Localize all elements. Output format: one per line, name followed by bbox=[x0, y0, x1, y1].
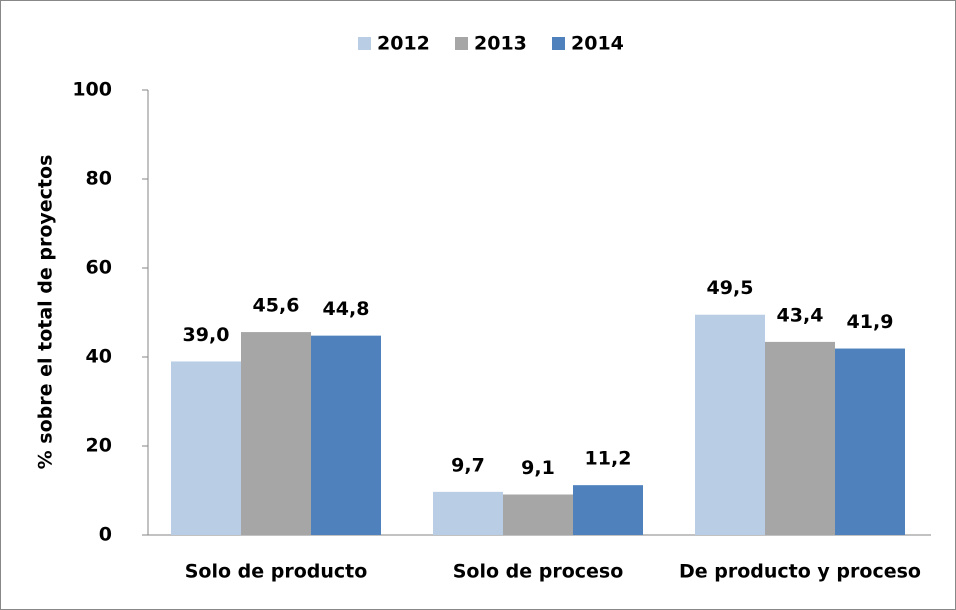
legend-swatch bbox=[552, 37, 565, 50]
x-tick-label: Solo de proceso bbox=[453, 561, 624, 583]
legend-label: 2014 bbox=[571, 33, 624, 55]
value-label: 45,6 bbox=[253, 295, 300, 317]
bar bbox=[311, 335, 381, 535]
y-tick-label: 60 bbox=[86, 257, 112, 279]
value-label: 41,9 bbox=[847, 311, 894, 333]
y-axis-title: % sobre el total de proyectos bbox=[35, 155, 57, 470]
bar bbox=[503, 494, 573, 535]
x-tick-label: De producto y proceso bbox=[679, 561, 921, 583]
legend-label: 2012 bbox=[377, 33, 430, 55]
bar bbox=[573, 485, 643, 535]
legend-label: 2013 bbox=[474, 33, 527, 55]
legend-swatch bbox=[455, 37, 468, 50]
bar bbox=[765, 341, 835, 535]
y-tick-label: 0 bbox=[99, 524, 112, 546]
value-label: 11,2 bbox=[585, 448, 632, 470]
y-tick-label: 40 bbox=[86, 346, 112, 368]
value-label: 43,4 bbox=[777, 304, 824, 326]
bar bbox=[835, 348, 905, 535]
y-tick-label: 100 bbox=[72, 79, 112, 101]
bar bbox=[695, 314, 765, 535]
value-label: 9,7 bbox=[451, 454, 485, 476]
bar bbox=[433, 491, 503, 535]
bar bbox=[241, 332, 311, 535]
x-tick-label: Solo de producto bbox=[185, 561, 368, 583]
value-label: 49,5 bbox=[707, 277, 754, 299]
y-tick-label: 80 bbox=[86, 168, 112, 190]
value-label: 39,0 bbox=[183, 324, 230, 346]
value-label: 44,8 bbox=[323, 298, 370, 320]
y-tick-label: 20 bbox=[86, 435, 112, 457]
bar bbox=[171, 361, 241, 535]
legend-swatch bbox=[358, 37, 371, 50]
value-label: 9,1 bbox=[521, 457, 555, 479]
